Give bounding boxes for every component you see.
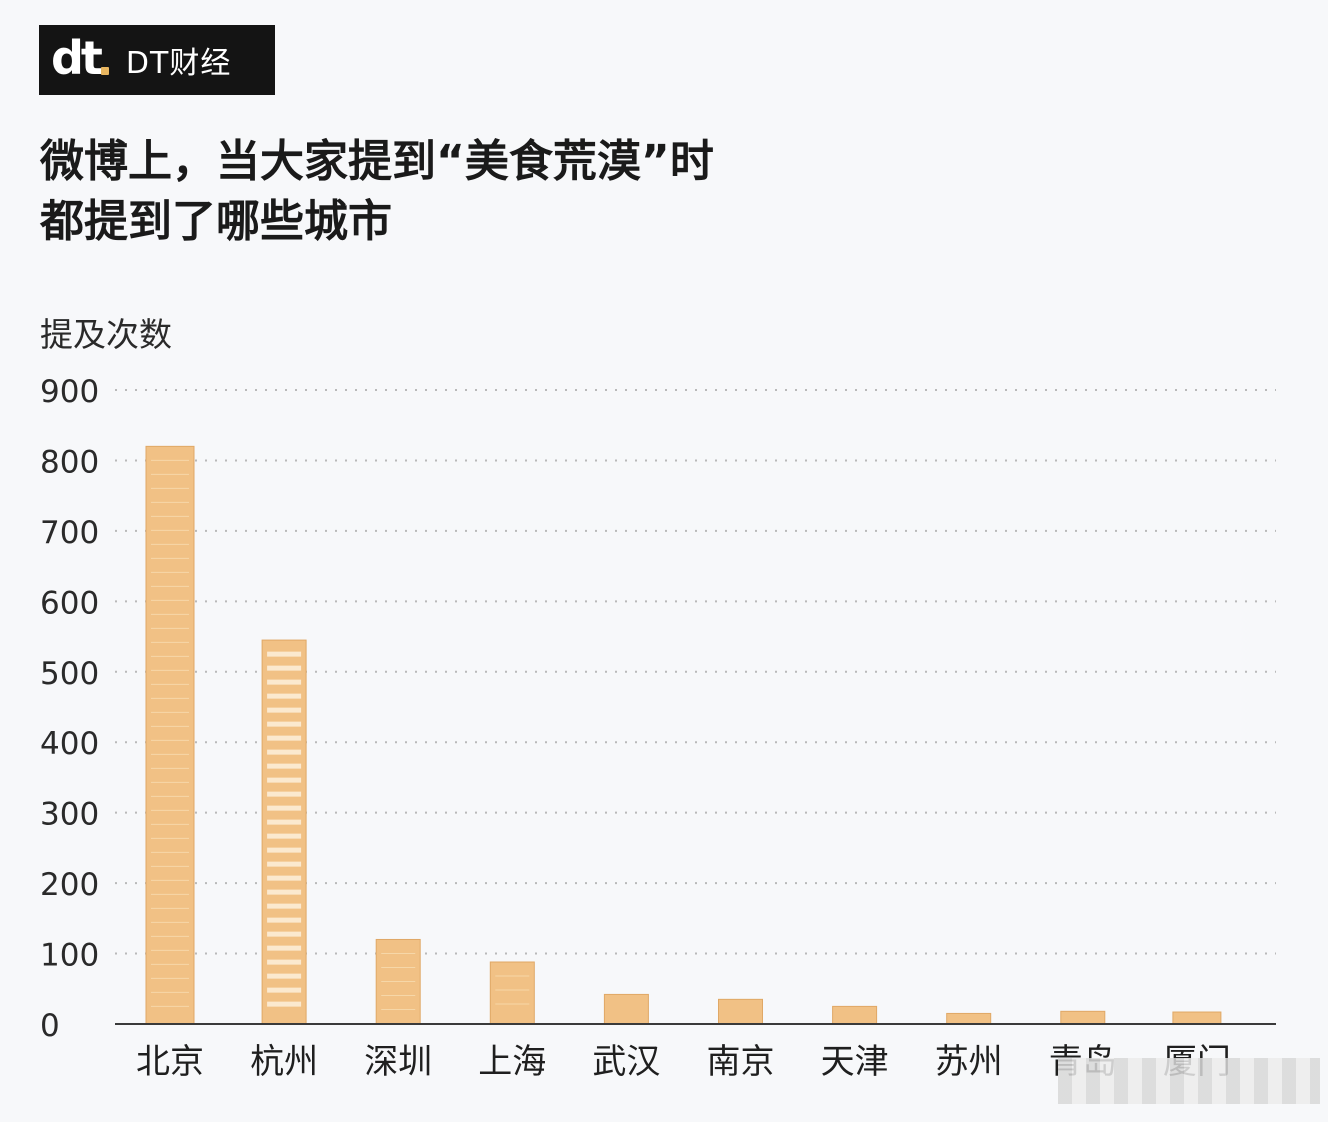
- bar-rect: [832, 1005, 878, 1025]
- bar: [261, 639, 307, 1025]
- bar: [718, 998, 763, 1025]
- bar-rect: [718, 998, 763, 1025]
- x-tick-label: 深圳: [364, 1042, 432, 1082]
- x-tick-label: 天津: [821, 1042, 889, 1082]
- bar: [375, 938, 421, 1025]
- y-tick-label: 100: [40, 938, 99, 974]
- y-tick-label: 900: [40, 374, 99, 410]
- y-tick-label: 0: [40, 1008, 60, 1044]
- chart-title-line-2: 都提到了哪些城市: [40, 196, 392, 247]
- bar-rect: [145, 445, 195, 1025]
- blurred-watermark: [1058, 1058, 1320, 1104]
- bar-rect: [1060, 1010, 1106, 1025]
- brand-logo: dt DT财经: [39, 25, 275, 95]
- y-axis-title: 提及次数: [40, 315, 172, 354]
- x-tick-label: 苏州: [935, 1042, 1003, 1082]
- y-tick-label: 500: [40, 656, 99, 692]
- y-tick-label: 600: [40, 585, 99, 621]
- chart-title-line-1: 微博上，当大家提到“美食荒漠”时: [40, 136, 714, 187]
- bar: [946, 1012, 992, 1025]
- chart-title: 微博上，当大家提到“美食荒漠”时 都提到了哪些城市: [40, 132, 714, 252]
- y-tick-label: 800: [40, 444, 99, 480]
- bar-rect: [489, 961, 535, 1025]
- x-tick-label: 南京: [707, 1042, 775, 1082]
- x-tick-label: 杭州: [250, 1042, 318, 1082]
- y-tick-label: 200: [40, 867, 99, 903]
- bar: [603, 993, 649, 1025]
- bar: [489, 961, 535, 1025]
- x-tick-label: 北京: [136, 1042, 204, 1082]
- x-tick-label: 武汉: [592, 1042, 660, 1082]
- x-tick-label: 上海: [478, 1042, 546, 1082]
- brand-mark: dt: [51, 31, 109, 85]
- y-tick-label: 300: [40, 797, 99, 833]
- bar-rect: [603, 993, 649, 1025]
- brand-name: DT财经: [125, 46, 232, 81]
- bar: [832, 1005, 878, 1025]
- bar: [1172, 1011, 1222, 1025]
- bar-rect: [946, 1012, 992, 1025]
- bar: [145, 445, 195, 1025]
- y-tick-label: 700: [40, 515, 99, 551]
- y-tick-label: 400: [40, 726, 99, 762]
- bar-rect: [1172, 1011, 1222, 1025]
- bar: [1060, 1010, 1106, 1025]
